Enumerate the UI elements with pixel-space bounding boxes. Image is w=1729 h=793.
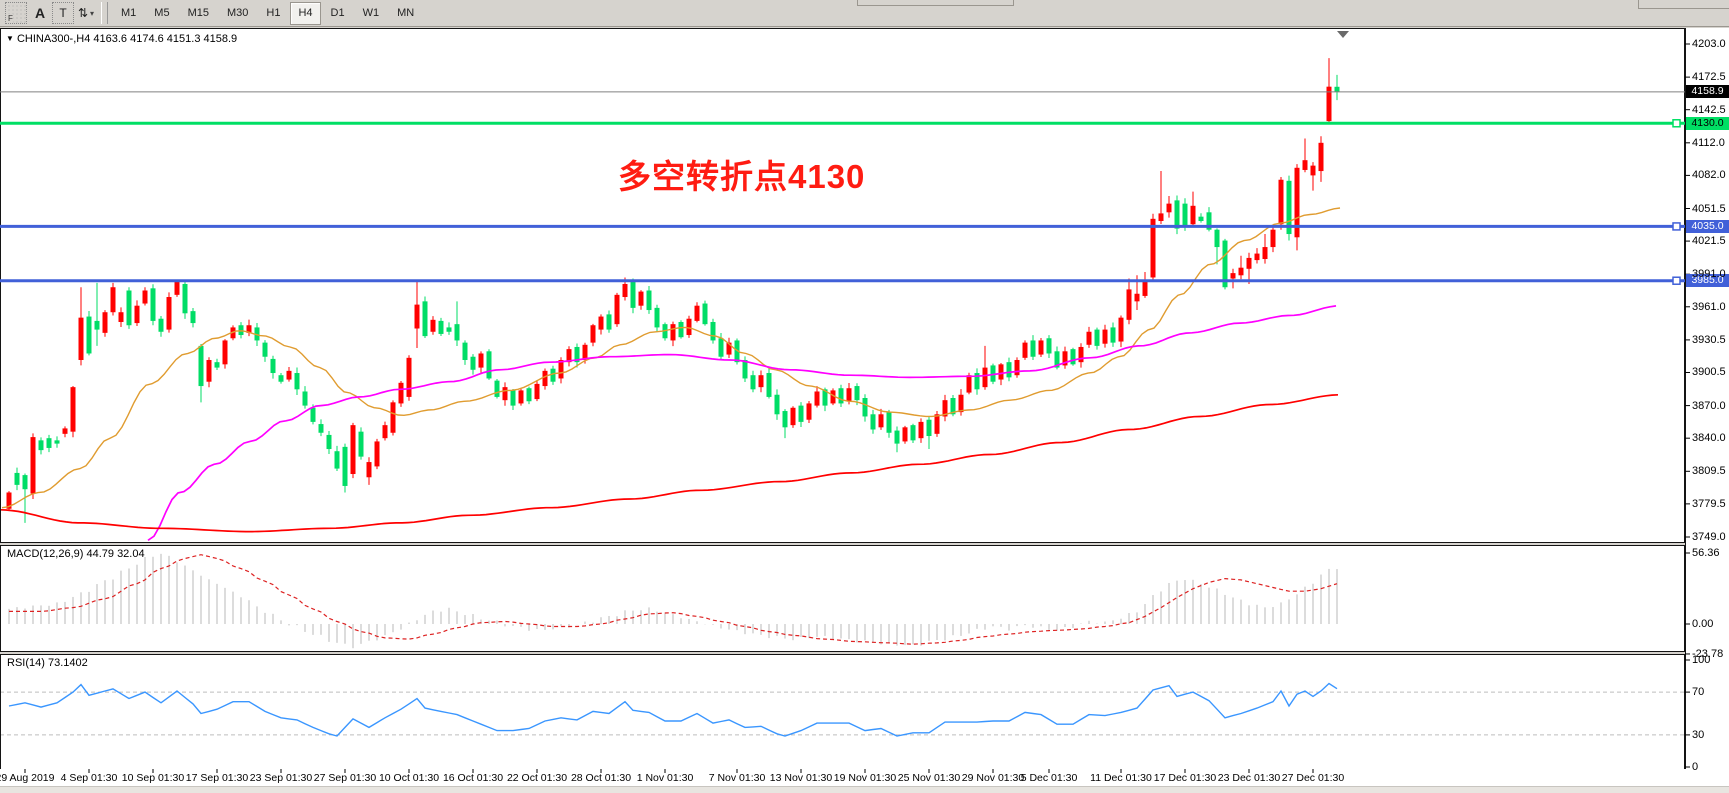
price-tick-label: 3930.5 [1692,333,1726,346]
timeframe-button-d1[interactable]: D1 [330,7,345,19]
window-chrome-fragment [857,0,1014,6]
price-tick-label: 3840.0 [1692,432,1726,445]
rsi-current-value: 73.1402 [47,657,88,669]
price-axis[interactable] [1685,28,1729,786]
date-tick-label: 13 Nov 01:30 [769,772,833,784]
macd-indicator-label: MACD(12,26,9) 44.79 32.04 [7,548,145,560]
arrange-tool-button[interactable]: ⇅ ▾ [76,3,96,23]
date-tick-label: 23 Sep 01:30 [249,772,313,784]
axis-border [1685,28,1686,769]
date-axis[interactable] [0,769,1685,786]
date-tick-label: 19 Nov 01:30 [833,772,897,784]
price-tick-label: 4172.5 [1692,71,1726,84]
hline-4035-price-tag: 4035.0 [1686,220,1729,233]
rsi-tick-label: 0 [1692,761,1699,773]
date-tick-label: 23 Dec 01:30 [1217,772,1281,784]
timeframe-button-m15[interactable]: M15 [187,7,209,19]
date-tick-label: 5 Dec 01:30 [1020,772,1078,784]
date-tick-label: 16 Oct 01:30 [442,772,504,784]
timeframe-button-group: M1 M5 M15 M30 H1 H4 D1 W1 MN [112,1,423,25]
window-chrome-fragment [1638,0,1729,9]
price-tick-label: 3900.5 [1692,366,1726,379]
chevron-down-icon: ▾ [90,8,95,18]
chart-shift-marker-icon [1337,31,1349,38]
rsi-tick-label: 30 [1692,728,1705,741]
timeframe-button-h4[interactable]: H4 [290,1,321,25]
chart-title: ▼ CHINA300-,H4 4163.6 4174.6 4151.3 4158… [6,33,237,45]
window-bottom-strip [0,786,1729,793]
date-tick-label: 25 Nov 01:30 [897,772,961,784]
macd-panel[interactable] [0,545,1685,652]
rsi-panel[interactable] [0,654,1685,770]
hline-4130-price-tag: 4130.0 [1686,117,1729,130]
date-tick-label: 17 Sep 01:30 [185,772,249,784]
toolbar-grip-icon[interactable]: F [5,2,27,24]
price-tick-label: 4051.5 [1692,202,1726,215]
timeframe-button-h1[interactable]: H1 [266,7,281,19]
chart-text-annotation[interactable]: 多空转折点4130 [618,158,866,195]
date-tick-label: 29 Nov 01:30 [961,772,1025,784]
toolbar-separator [101,2,108,24]
timeframe-button-m30[interactable]: M30 [226,7,249,19]
date-tick-label: 1 Nov 01:30 [636,772,694,784]
date-tick-label: 10 Sep 01:30 [121,772,185,784]
price-tick-label: 4082.0 [1692,169,1726,182]
toolbar-grip-label: F [8,14,13,23]
rsi-tick-label: 70 [1692,686,1705,699]
macd-tick-label: 56.36 [1692,546,1720,559]
price-tick-label: 3779.5 [1692,497,1726,510]
macd-tick-label: -23.78 [1692,647,1724,660]
price-tick-label: 3749.0 [1692,530,1726,543]
date-tick-label: 28 Oct 01:30 [570,772,632,784]
text-label-tool-button[interactable]: T [52,2,74,24]
arrange-arrows-icon: ⇅ [77,6,89,20]
ohlc-values: 4163.6 4174.6 4151.3 4158.9 [93,33,238,45]
price-tick-label: 3991.0 [1692,268,1726,281]
rsi-name: RSI(14) [7,657,45,669]
rsi-indicator-label: RSI(14) 73.1402 [7,657,88,669]
symbol-period-label: CHINA300-,H4 [16,33,91,45]
font-tool-button[interactable]: A [34,5,46,21]
hline-3985-price-tag: 3985.0 [1686,274,1729,287]
symbol-dropdown-icon[interactable]: ▼ [6,34,14,43]
date-tick-label: 27 Dec 01:30 [1281,772,1345,784]
price-chart-panel[interactable] [0,28,1685,543]
price-tick-label: 4203.0 [1692,38,1726,50]
price-tick-label: 4021.5 [1692,235,1726,248]
date-tick-label: 4 Sep 01:30 [60,772,118,784]
date-tick-label: 11 Dec 01:30 [1090,772,1152,784]
date-tick-label: 22 Oct 01:30 [506,772,568,784]
rsi-tick-label: 100 [1692,654,1711,666]
macd-tick-label: 0.00 [1692,618,1714,630]
date-tick-label: 29 Aug 2019 [0,772,55,784]
date-tick-label: 17 Dec 01:30 [1153,772,1217,784]
price-tick-label: 4142.5 [1692,103,1726,116]
timeframe-button-mn[interactable]: MN [397,7,415,19]
price-tick-label: 4112.0 [1692,136,1725,149]
date-tick-label: 27 Sep 01:30 [313,772,377,784]
date-tick-label: 10 Oct 01:30 [378,772,440,784]
date-tick-label: 7 Nov 01:30 [708,772,766,784]
timeframe-button-m5[interactable]: M5 [154,7,170,19]
price-tick-label: 3809.5 [1692,465,1726,478]
timeframe-button-w1[interactable]: W1 [362,7,380,19]
price-tick-label: 3961.0 [1692,300,1726,313]
macd-current-values: 44.79 32.04 [86,548,145,560]
price-tick-label: 3870.0 [1692,399,1726,412]
timeframe-button-m1[interactable]: M1 [121,7,137,19]
macd-name: MACD(12,26,9) [7,548,84,560]
current-price-line-price-tag: 4158.9 [1686,85,1729,98]
